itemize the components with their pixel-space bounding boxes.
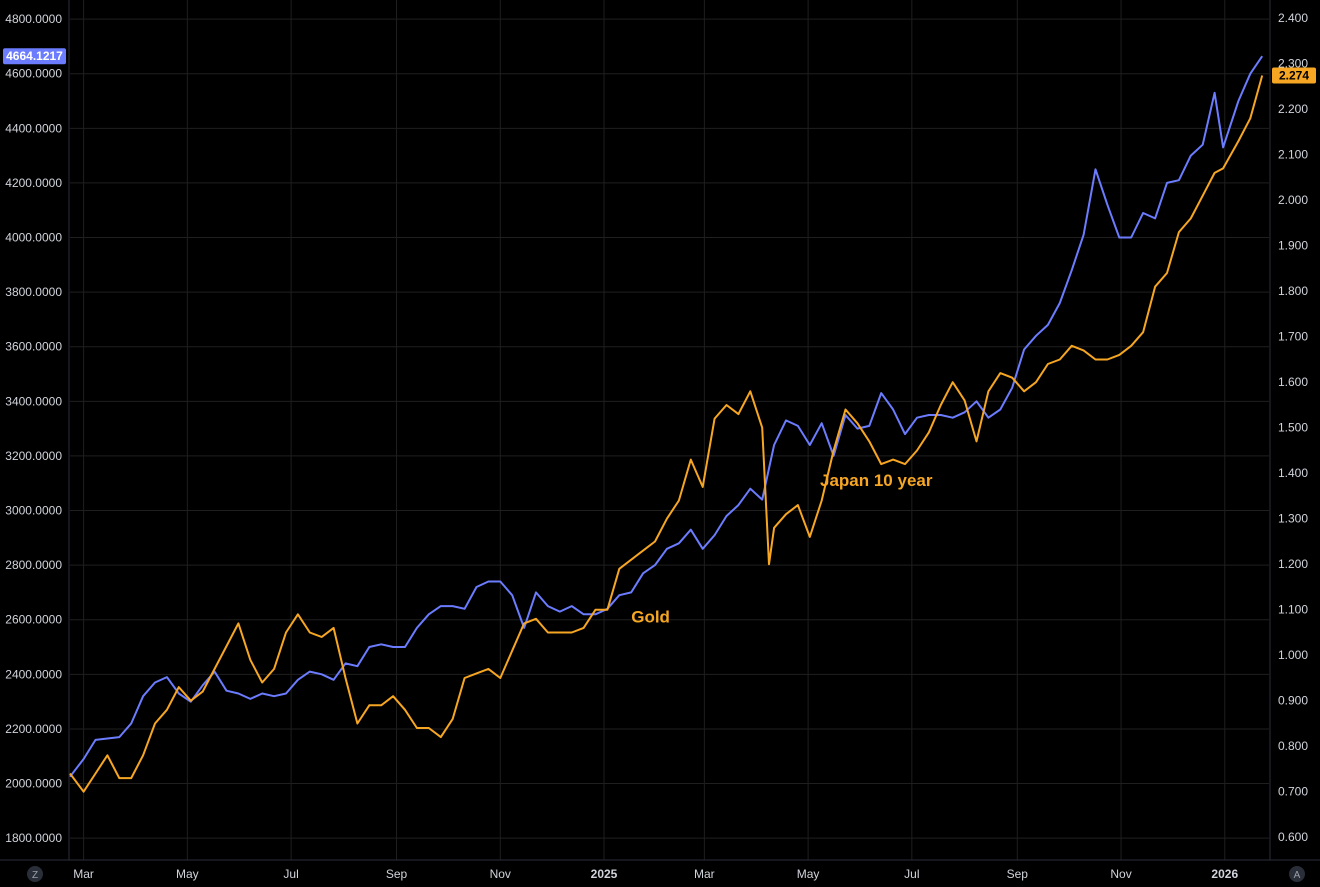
right-tick-label: 2.100 bbox=[1278, 148, 1308, 162]
gold-last-value: 4664.1217 bbox=[6, 49, 63, 63]
x-tick-label: Sep bbox=[1007, 867, 1029, 881]
gold-series-line bbox=[69, 55, 1264, 778]
left-tick-label: 2000.0000 bbox=[5, 777, 62, 791]
japan-10-year-last-value-badge: 2.274 bbox=[1272, 67, 1316, 84]
right-tick-label: 1.200 bbox=[1278, 557, 1308, 571]
right-tick-label: 1.000 bbox=[1278, 648, 1308, 662]
annotations: Japan 10 year Gold bbox=[631, 471, 933, 627]
right-tick-label: 1.900 bbox=[1278, 239, 1308, 253]
grid bbox=[70, 0, 1269, 860]
x-tick-label: Mar bbox=[694, 867, 715, 881]
right-tick-label: 1.300 bbox=[1278, 512, 1308, 526]
x-tick-label: May bbox=[797, 867, 820, 881]
left-tick-label: 4400.0000 bbox=[5, 121, 62, 135]
last-value-badges: 4664.1217 2.274 bbox=[3, 48, 1316, 84]
right-tick-label: 2.400 bbox=[1278, 11, 1308, 25]
x-tick-label: Mar bbox=[73, 867, 94, 881]
left-tick-label: 2600.0000 bbox=[5, 613, 62, 627]
right-tick-label: 1.800 bbox=[1278, 284, 1308, 298]
annotation-label: Japan 10 year bbox=[820, 471, 933, 490]
gold-last-value-badge: 4664.1217 bbox=[3, 48, 66, 65]
x-tick-label: Jul bbox=[904, 867, 919, 881]
right-tick-label: 1.700 bbox=[1278, 330, 1308, 344]
japan-10-year-last-value: 2.274 bbox=[1279, 69, 1309, 83]
left-tick-label: 4800.0000 bbox=[5, 12, 62, 26]
left-tick-label: 3600.0000 bbox=[5, 340, 62, 354]
japan-10-year-series-line bbox=[69, 75, 1264, 793]
x-tick-label: Nov bbox=[490, 867, 511, 881]
left-tick-label: 4200.0000 bbox=[5, 176, 62, 190]
right-tick-label: 0.900 bbox=[1278, 694, 1308, 708]
right-tick-label: 2.000 bbox=[1278, 193, 1308, 207]
x-tick-label: Sep bbox=[386, 867, 408, 881]
x-tick-label: Nov bbox=[1110, 867, 1131, 881]
left-axis-ticks: 1800.0000 2000.0000 2200.0000 2400.0000 2600… bbox=[5, 12, 62, 845]
right-tick-label: 1.400 bbox=[1278, 466, 1308, 480]
x-tick-label: 2025 bbox=[591, 867, 618, 881]
left-tick-label: 3200.0000 bbox=[5, 449, 62, 463]
annotation-label: Gold bbox=[631, 607, 670, 626]
axes bbox=[0, 0, 1320, 861]
left-tick-label: 4600.0000 bbox=[5, 67, 62, 81]
corner-left-button[interactable]: Z bbox=[27, 866, 43, 882]
left-tick-label: 2400.0000 bbox=[5, 667, 62, 681]
right-tick-label: 1.500 bbox=[1278, 421, 1308, 435]
left-tick-label: 1800.0000 bbox=[5, 831, 62, 845]
right-tick-label: 0.800 bbox=[1278, 739, 1308, 753]
x-tick-label: May bbox=[176, 867, 199, 881]
series bbox=[69, 55, 1264, 793]
left-tick-label: 4000.0000 bbox=[5, 231, 62, 245]
left-tick-label: 3800.0000 bbox=[5, 285, 62, 299]
left-tick-label: 2200.0000 bbox=[5, 722, 62, 736]
left-tick-label: 2800.0000 bbox=[5, 558, 62, 572]
left-tick-label: 3000.0000 bbox=[5, 504, 62, 518]
left-tick-label: 3400.0000 bbox=[5, 394, 62, 408]
right-tick-label: 1.600 bbox=[1278, 375, 1308, 389]
right-tick-label: 0.700 bbox=[1278, 785, 1308, 799]
right-axis-ticks: 0.600 0.700 0.800 0.900 1.000 1.100 1.200 1.300… bbox=[1278, 11, 1308, 844]
right-tick-label: 2.300 bbox=[1278, 57, 1308, 71]
x-tick-label: 2026 bbox=[1211, 867, 1238, 881]
x-axis-ticks: Mar May Jul Sep Nov 2025 Mar May Jul Sep Nov 2026 bbox=[73, 867, 1238, 881]
x-tick-label: Jul bbox=[283, 867, 298, 881]
right-tick-label: 0.600 bbox=[1278, 830, 1308, 844]
corner-right-button[interactable]: A bbox=[1289, 866, 1305, 882]
corner-left-label: Z bbox=[32, 870, 38, 881]
right-tick-label: 1.100 bbox=[1278, 603, 1308, 617]
corner-right-label: A bbox=[1294, 870, 1301, 881]
right-tick-label: 2.200 bbox=[1278, 102, 1308, 116]
